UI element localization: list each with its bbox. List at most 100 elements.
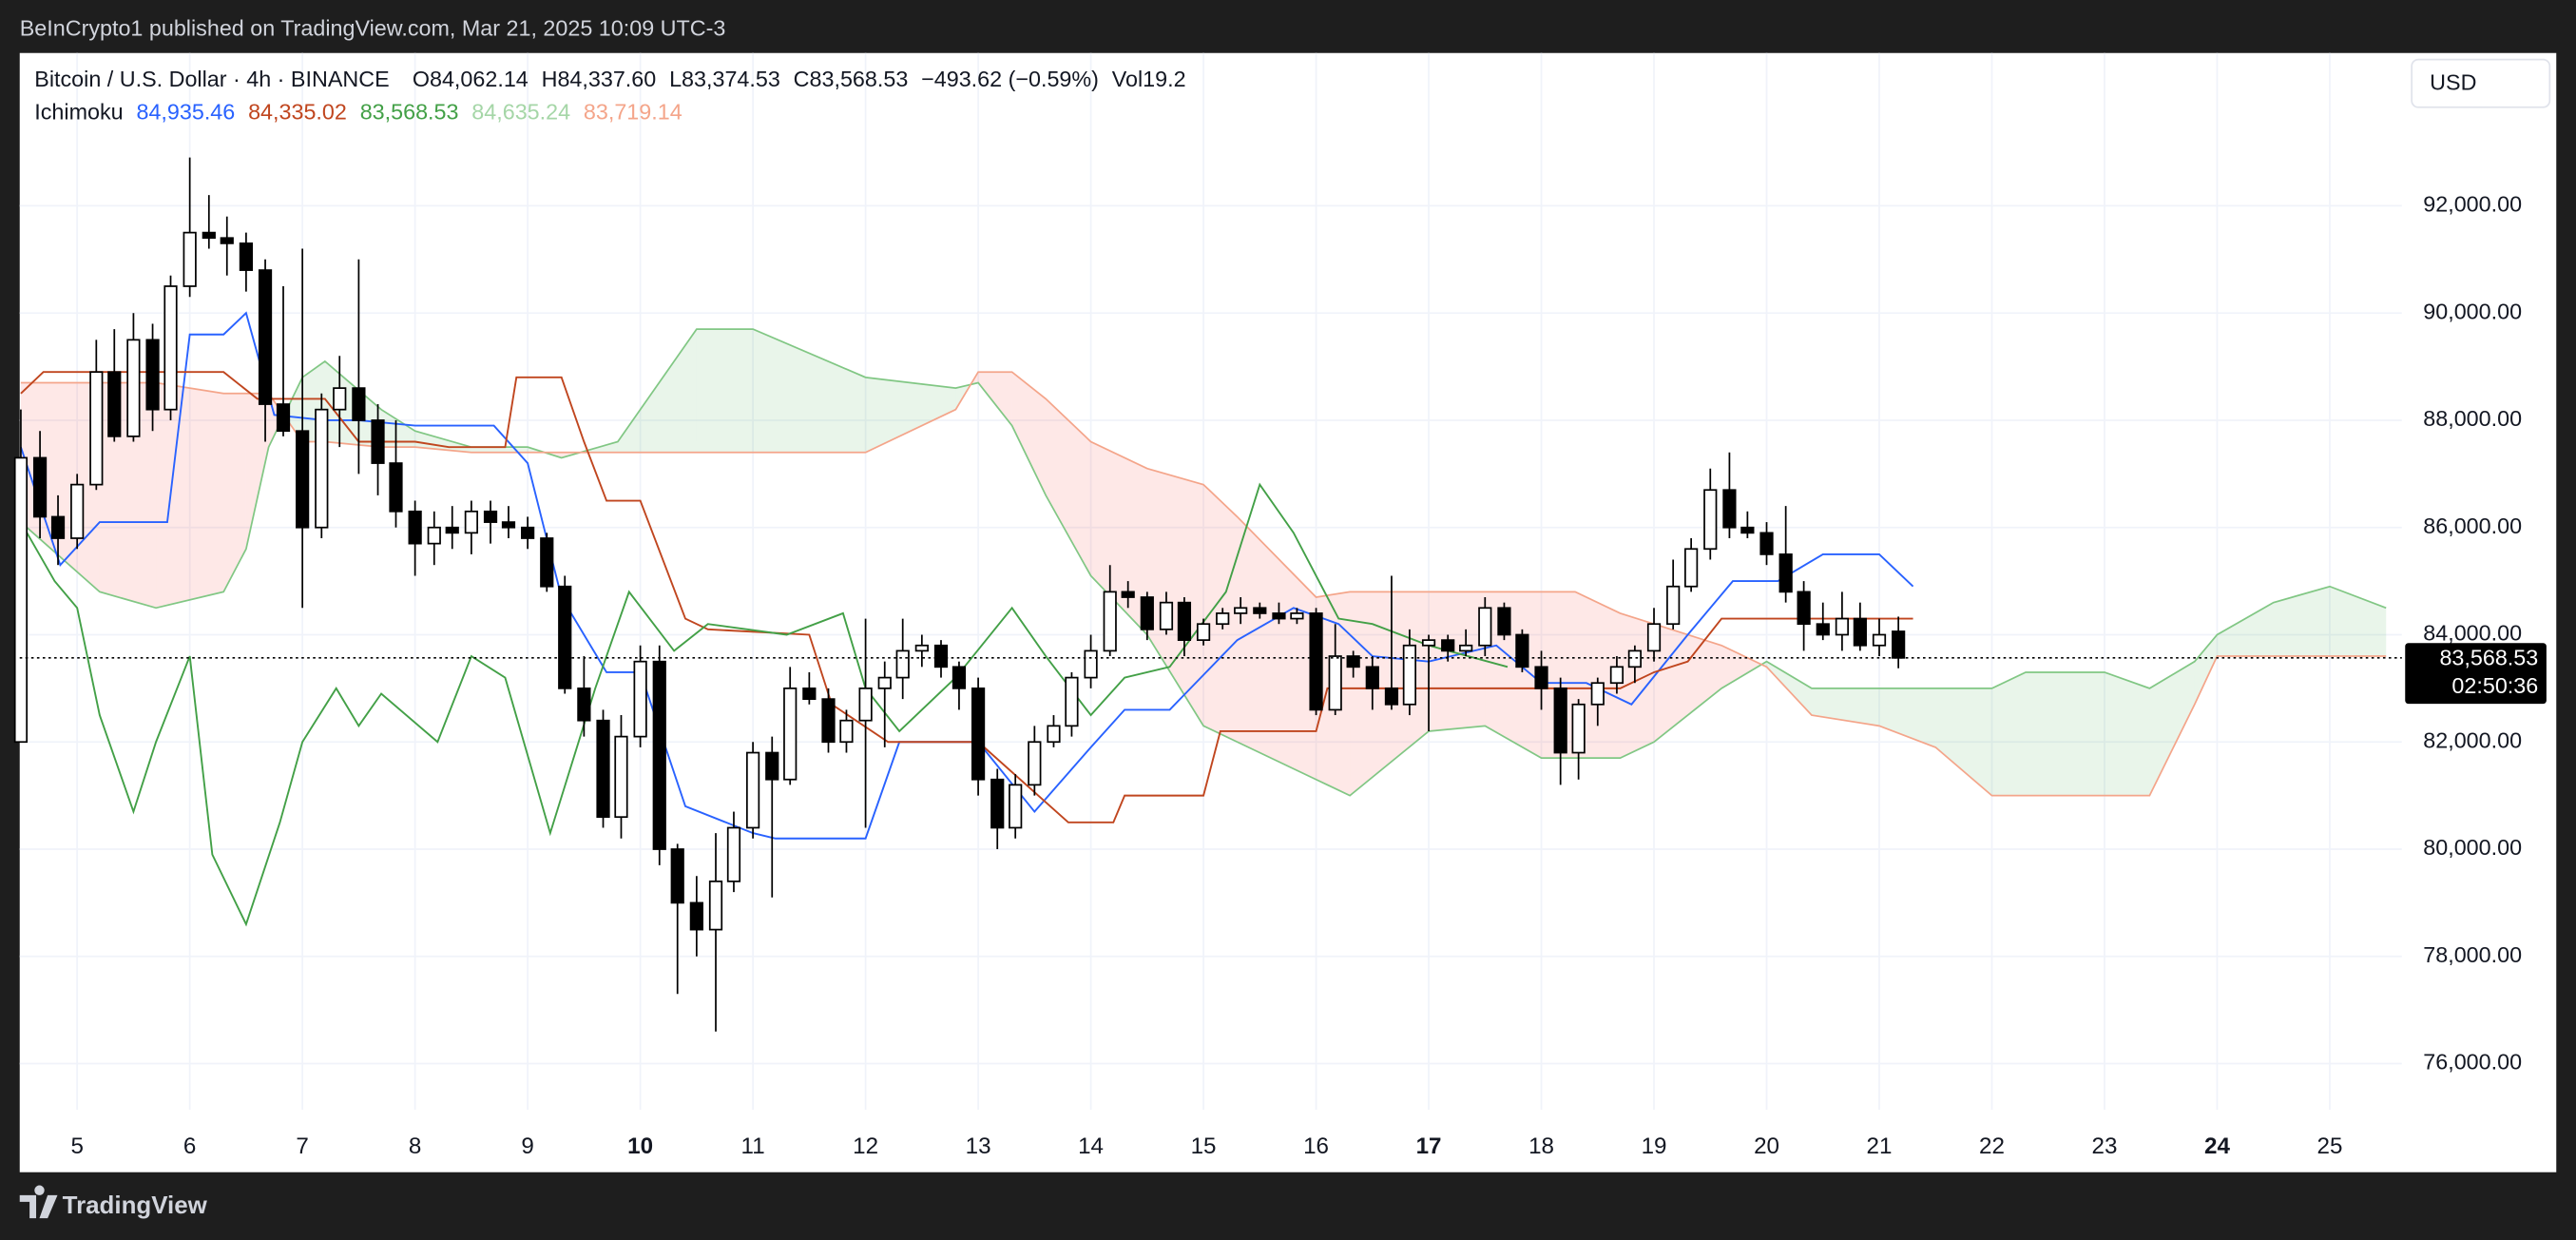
cloud-fill: [2273, 586, 2330, 657]
indicator-name: Ichimoku: [34, 100, 123, 125]
candle-body: [933, 644, 949, 668]
candle-body: [1497, 607, 1511, 636]
candle-body: [670, 848, 684, 904]
candle-body: [577, 688, 591, 722]
candle-body: [1872, 633, 1887, 647]
candle-body: [1478, 607, 1492, 647]
candle-body: [352, 387, 366, 421]
candle-body: [802, 688, 817, 701]
x-tick-label: 25: [2317, 1133, 2343, 1159]
candle-body: [1666, 585, 1681, 626]
axes: 76,000.00 78,000.00 80,000.00 82,000.00 84,0…: [70, 192, 2522, 1160]
candle-body: [1140, 596, 1154, 630]
candle-body: [1177, 601, 1192, 641]
x-tick-label: 24: [2204, 1133, 2230, 1159]
chart-area: [19, 52, 2557, 1172]
candle-body: [1290, 612, 1304, 620]
indicator-value: 84,335.02: [248, 100, 347, 125]
candle-body: [1816, 623, 1830, 636]
cloud-fill: [156, 382, 224, 609]
indicator-line: [20, 371, 1913, 823]
ohlc: O84,062.14 H84,337.60 L83,374.53 C83,568.53…: [413, 67, 1186, 91]
cloud-fill: [978, 372, 1012, 426]
ohlc-value: C83,568.53: [794, 67, 909, 91]
indicator-line: [20, 482, 1509, 927]
cloud-fill: [2149, 661, 2195, 796]
candle-body: [1459, 644, 1473, 652]
indicator-legend: Ichimoku 84,935.46 84,335.02 83,568.53 84,63…: [34, 100, 682, 125]
candle-body: [1421, 639, 1436, 647]
candle-body: [202, 231, 216, 240]
candle-body: [1759, 532, 1774, 555]
cloud-fill: [1046, 398, 1091, 576]
candle-body: [163, 285, 178, 411]
candle-body: [614, 735, 628, 819]
candle-body: [633, 660, 647, 738]
candle-body: [389, 462, 403, 513]
legend-title: Bitcoin / U.S. Dollar · 4h · BINANCE O84,…: [34, 67, 1185, 91]
candle-body: [501, 521, 516, 529]
candle-body: [107, 371, 122, 437]
y-tick-label: 92,000.00: [2423, 192, 2522, 217]
candle-body: [1028, 741, 1042, 786]
candle-body: [1159, 601, 1174, 630]
candle-body: [914, 644, 929, 652]
candle-body: [1365, 666, 1379, 689]
cloud-fill: [1879, 688, 1936, 747]
countdown: 02:50:36: [2451, 673, 2538, 698]
cloud-fill: [1654, 624, 1688, 743]
candle-body: [895, 649, 910, 679]
x-tick-label: 6: [183, 1133, 196, 1159]
candle-body: [952, 666, 967, 689]
x-tick-label: 12: [853, 1133, 878, 1159]
candle-body: [1703, 489, 1718, 551]
x-tick-label: 23: [2092, 1133, 2118, 1159]
candle-body: [445, 526, 459, 534]
candle-body: [1684, 548, 1699, 588]
candle-body: [1253, 607, 1267, 614]
candle-body: [1309, 612, 1323, 711]
cloud-fill: [2104, 671, 2150, 796]
candle-body: [558, 585, 572, 689]
candle-body: [1121, 591, 1135, 598]
candle-body: [1234, 607, 1248, 614]
y-tick-label: 90,000.00: [2423, 299, 2522, 323]
last-price-label: 83,568.53: [2439, 646, 2538, 670]
candle-body: [333, 387, 347, 411]
candle-body: [427, 526, 441, 545]
candle-body: [1272, 612, 1286, 620]
x-tick-label: 10: [627, 1133, 653, 1159]
cloud-fill: [2329, 586, 2387, 657]
brand-name: TradingView: [63, 1192, 208, 1219]
price-label-box: [2405, 643, 2547, 705]
currency-button[interactable]: [2411, 58, 2551, 108]
candle-body: [1740, 526, 1755, 534]
cloud-fill: [2194, 634, 2218, 705]
x-tick-label: 20: [1754, 1133, 1779, 1159]
ohlc-value: O84,062.14: [413, 67, 529, 91]
cloud-fill: [1090, 441, 1147, 635]
candle-body: [1590, 682, 1605, 706]
x-tick-label: 14: [1078, 1133, 1104, 1159]
cloud-fill: [1237, 516, 1317, 780]
candle-body: [1646, 623, 1662, 652]
candle-body: [1571, 703, 1586, 754]
candle-body: [1441, 639, 1455, 652]
ohlc-value: Vol19.2: [1112, 67, 1186, 91]
cloud-fill: [2026, 671, 2105, 796]
candle-body: [1534, 666, 1548, 689]
candle-body: [89, 371, 104, 486]
candle-body: [32, 456, 48, 518]
candle-body: [1722, 489, 1737, 529]
candle-body: [652, 660, 666, 850]
indicator-value: 84,935.46: [136, 100, 235, 125]
candle-body: [50, 515, 66, 539]
candle-body: [258, 269, 273, 405]
candle-body: [183, 231, 197, 287]
cloud-fill: [865, 377, 956, 453]
candle-body: [1835, 617, 1850, 636]
cloud-fill: [381, 409, 415, 448]
candle-body: [783, 688, 798, 781]
x-tick-label: 11: [741, 1133, 765, 1159]
